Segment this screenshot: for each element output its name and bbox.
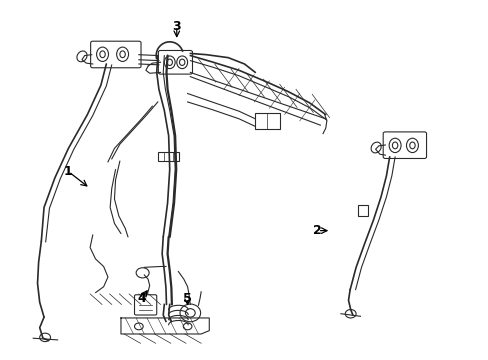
Text: 5: 5 [183,292,192,305]
Bar [255,113,279,129]
Text: 1: 1 [64,165,73,178]
Bar [158,152,179,161]
Text: 4: 4 [137,292,145,305]
Text: 2: 2 [313,224,322,237]
Bar [358,205,367,216]
Text: 3: 3 [172,19,181,32]
